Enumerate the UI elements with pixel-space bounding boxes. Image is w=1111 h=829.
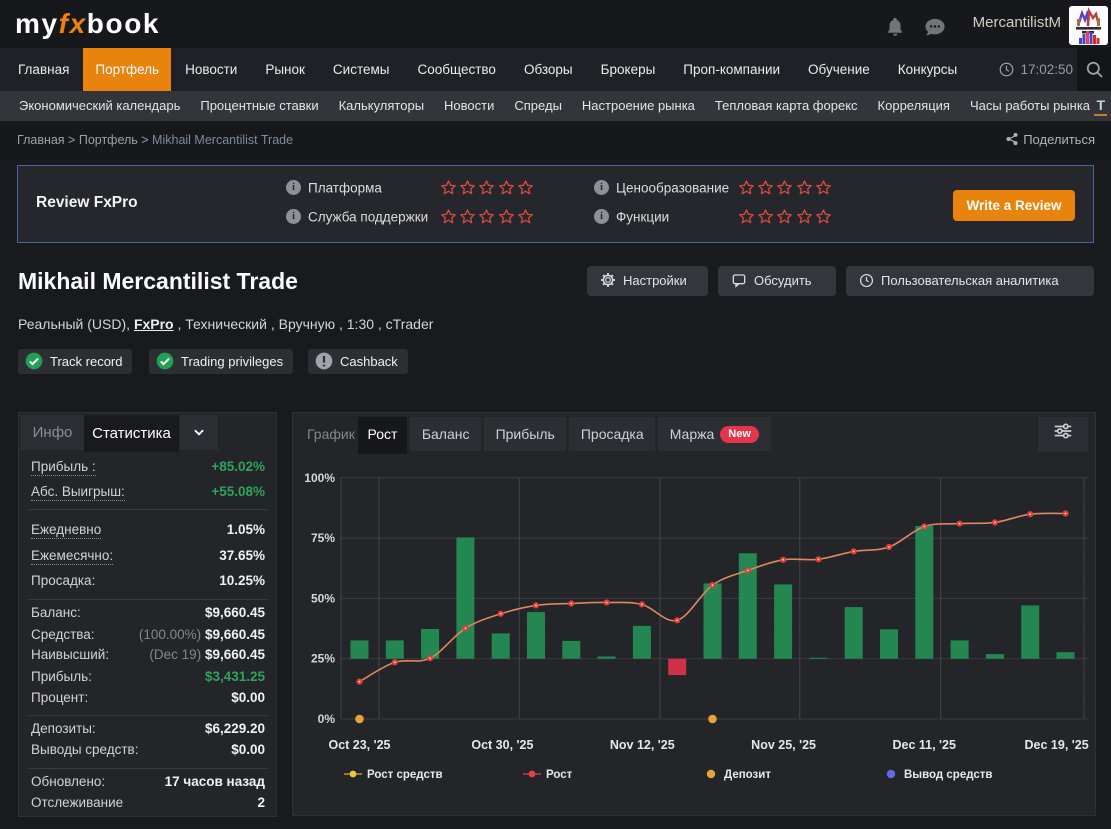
svg-text:0%: 0% (318, 712, 336, 726)
svg-text:Nov 25, '25: Nov 25, '25 (751, 738, 816, 752)
svg-text:75%: 75% (311, 531, 335, 545)
svg-text:Депозит: Депозит (724, 769, 771, 781)
svg-text:Oct 23, '25: Oct 23, '25 (328, 738, 390, 752)
svg-text:Oct 30, '25: Oct 30, '25 (471, 738, 533, 752)
svg-text:25%: 25% (311, 652, 335, 666)
svg-text:Рост: Рост (546, 769, 573, 781)
svg-text:100%: 100% (304, 471, 335, 485)
svg-text:Dec 19, '25: Dec 19, '25 (1025, 738, 1089, 752)
svg-text:Nov 12, '25: Nov 12, '25 (610, 738, 675, 752)
svg-text:Вывод средств: Вывод средств (904, 769, 992, 781)
svg-text:Рост средств: Рост средств (367, 769, 443, 781)
svg-text:Dec 11, '25: Dec 11, '25 (892, 738, 955, 752)
svg-text:50%: 50% (311, 591, 335, 605)
